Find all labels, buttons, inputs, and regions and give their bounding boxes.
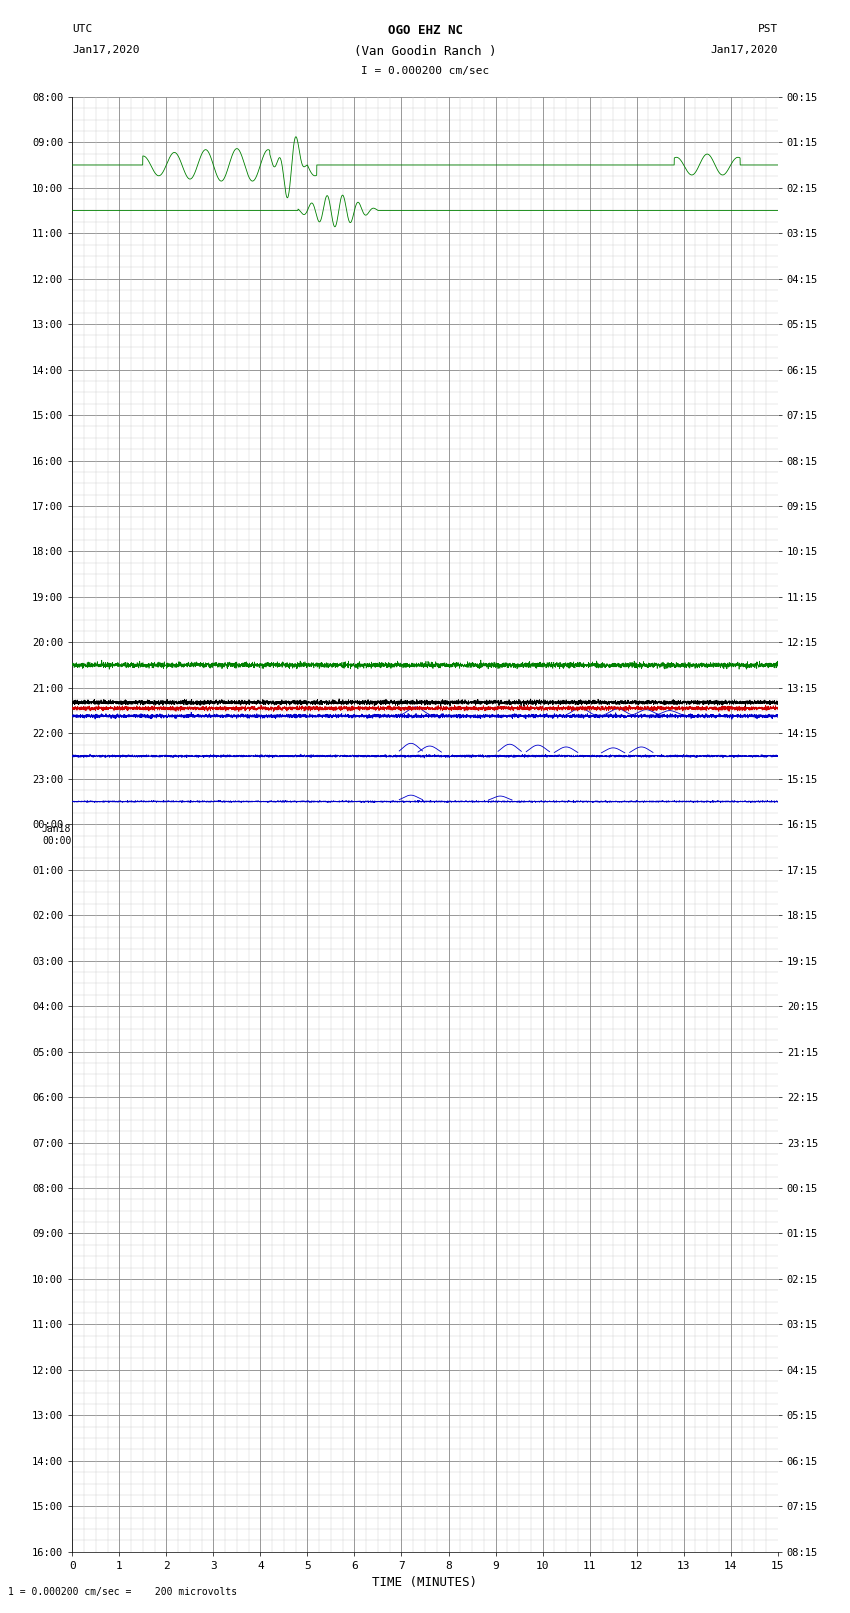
- Text: (Van Goodin Ranch ): (Van Goodin Ranch ): [354, 45, 496, 58]
- Text: PST: PST: [757, 24, 778, 34]
- X-axis label: TIME (MINUTES): TIME (MINUTES): [372, 1576, 478, 1589]
- Text: I = 0.000200 cm/sec: I = 0.000200 cm/sec: [361, 66, 489, 76]
- Text: OGO EHZ NC: OGO EHZ NC: [388, 24, 462, 37]
- Text: Jan18
00:00: Jan18 00:00: [42, 824, 71, 845]
- Text: UTC: UTC: [72, 24, 93, 34]
- Text: Jan17,2020: Jan17,2020: [72, 45, 139, 55]
- Text: 1 = 0.000200 cm/sec =    200 microvolts: 1 = 0.000200 cm/sec = 200 microvolts: [8, 1587, 238, 1597]
- Text: Jan17,2020: Jan17,2020: [711, 45, 778, 55]
